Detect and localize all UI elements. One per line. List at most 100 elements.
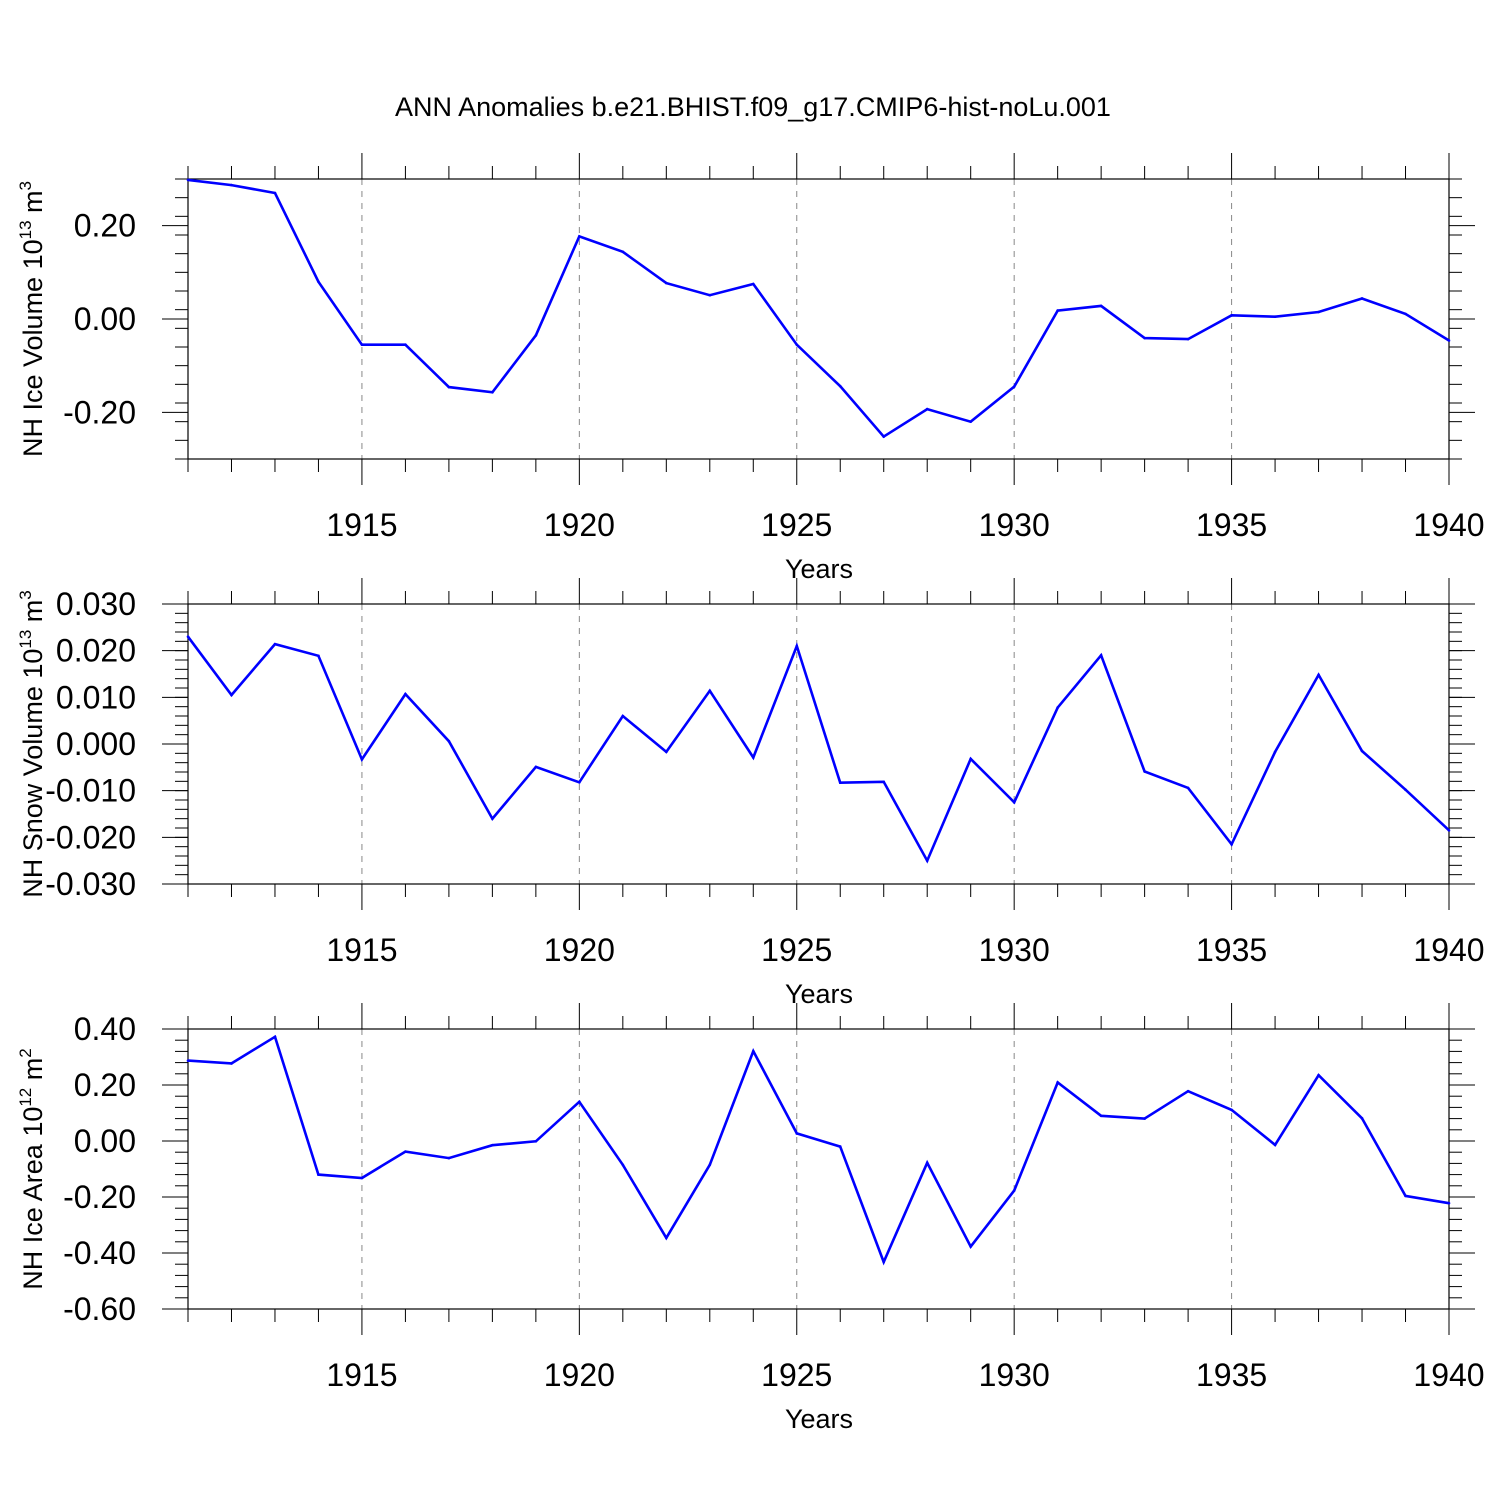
y-axis-label: NH Ice Volume 1013 m3 — [16, 181, 48, 457]
data-point — [360, 758, 364, 761]
series-line — [187, 178, 1450, 439]
y-tick-label: -0.020 — [45, 819, 136, 855]
data-point — [534, 765, 538, 769]
data-point — [665, 750, 668, 754]
y-tick-label: 0.20 — [74, 208, 136, 244]
data-point — [230, 183, 233, 187]
data-point — [404, 1150, 407, 1153]
y-tick-label: 0.20 — [74, 1067, 136, 1103]
x-tick-label: 1940 — [1413, 1357, 1484, 1393]
data-point — [1273, 1143, 1277, 1147]
x-tick-label: 1935 — [1196, 507, 1267, 543]
x-tick-label: 1935 — [1196, 1357, 1267, 1393]
data-point — [925, 859, 929, 862]
data-point — [1099, 1114, 1103, 1118]
data-point — [1404, 788, 1407, 792]
y-tick-label: 0.000 — [56, 726, 136, 762]
y-tick-label: -0.010 — [45, 773, 136, 809]
x-tick-label: 1940 — [1413, 932, 1484, 968]
y-tick-label: 0.030 — [56, 586, 136, 622]
data-point — [1404, 1194, 1407, 1198]
data-point — [1317, 310, 1320, 314]
data-point — [621, 1163, 625, 1167]
data-point — [795, 644, 799, 648]
data-point — [708, 1163, 712, 1167]
x-tick-label: 1935 — [1196, 932, 1267, 968]
data-point — [578, 780, 581, 784]
y-tick-label: 0.010 — [56, 679, 136, 715]
data-point — [1317, 1073, 1320, 1077]
data-point — [621, 714, 625, 718]
data-point — [925, 407, 929, 411]
x-axis-label: Years — [785, 554, 853, 584]
data-point — [447, 385, 451, 389]
data-point — [882, 435, 886, 438]
data-point — [317, 280, 320, 283]
data-point — [1360, 297, 1364, 300]
data-point — [404, 692, 407, 696]
data-point — [882, 780, 886, 784]
data-point — [1273, 750, 1277, 754]
data-point — [447, 739, 451, 743]
data-point — [273, 642, 277, 646]
panels: 1915 1920 1925 1930 1935 1940 -0.20 0.00 0.20 Yea… — [16, 153, 1485, 1434]
data-point — [795, 343, 799, 346]
data-point — [360, 343, 364, 346]
data-point — [1143, 336, 1146, 340]
data-point — [1099, 304, 1103, 308]
data-point — [1230, 843, 1233, 846]
x-axis-label: Years — [785, 979, 853, 1009]
x-tick-label: 1930 — [979, 932, 1050, 968]
data-point — [317, 1173, 320, 1176]
data-point — [186, 635, 190, 638]
x-tick-label: 1920 — [544, 932, 615, 968]
data-point — [1143, 770, 1146, 773]
y-tick-label: 0.40 — [74, 1011, 136, 1047]
data-point — [491, 817, 494, 820]
x-axis-label: Years — [785, 1404, 853, 1434]
y-tick-label: -0.20 — [63, 1179, 136, 1215]
x-tick-label: 1915 — [326, 1357, 397, 1393]
data-point — [708, 689, 712, 693]
data-point — [1447, 339, 1451, 342]
panel-3: 1915 1920 1925 1930 1935 1940 -0.60 -0.40 -0.20 0… — [16, 1003, 1485, 1434]
data-point — [534, 1139, 538, 1143]
x-tick-label: 1925 — [761, 932, 832, 968]
data-point — [273, 191, 277, 195]
data-point — [751, 1049, 755, 1053]
data-point — [1273, 315, 1277, 318]
data-point — [273, 1035, 277, 1039]
x-tick-label: 1915 — [326, 507, 397, 543]
data-point — [1056, 706, 1059, 709]
y-tick-label: 0.00 — [74, 1123, 136, 1159]
data-point — [1360, 749, 1364, 753]
x-tick-label: 1930 — [979, 507, 1050, 543]
y-tick-label: -0.20 — [63, 394, 136, 430]
data-point — [795, 1132, 799, 1135]
data-point — [621, 250, 625, 254]
data-point — [1143, 1117, 1146, 1120]
y-axis-label: NH Ice Area 1012 m2 — [16, 1048, 48, 1289]
data-point — [186, 1059, 190, 1062]
data-point — [838, 1145, 842, 1148]
data-point — [534, 334, 538, 337]
plot-frame — [187, 1028, 1450, 1310]
data-point — [1056, 1081, 1059, 1084]
data-point — [1012, 1189, 1016, 1192]
data-point — [1099, 654, 1103, 657]
y-tick-label: -0.030 — [45, 866, 136, 902]
series-line — [187, 1034, 1450, 1266]
data-point — [360, 1176, 364, 1180]
data-point — [925, 1161, 929, 1165]
data-point — [969, 1245, 972, 1248]
data-point — [665, 281, 668, 285]
x-tick-label: 1925 — [761, 1357, 832, 1393]
data-point — [404, 343, 407, 346]
data-point — [838, 384, 842, 388]
data-point — [1012, 801, 1016, 804]
data-point — [230, 693, 233, 697]
plot-frame — [187, 178, 1450, 460]
data-point — [1056, 309, 1059, 312]
x-tick-label: 1920 — [544, 507, 615, 543]
data-point — [708, 293, 712, 297]
